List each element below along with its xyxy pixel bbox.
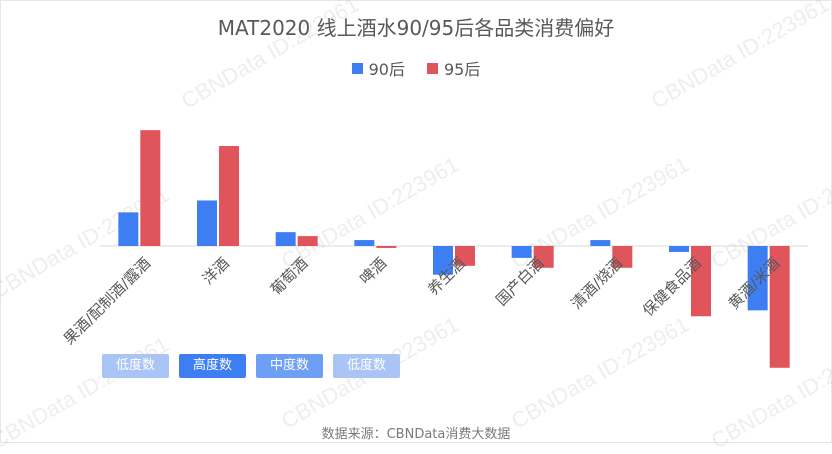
- bar-90-5: [511, 246, 532, 258]
- bar-95-7: [691, 246, 711, 317]
- filter-button-high[interactable]: 高度数: [179, 354, 246, 378]
- bar-95-0: [140, 130, 161, 246]
- bar-90-2: [275, 232, 296, 246]
- bar-plot: 果酒/配制酒/露酒 洋酒 葡萄酒 啤酒 养生酒 国产白酒 清酒/烧酒 保健食品酒 黄酒/米酒: [60, 130, 808, 368]
- category-label-2: 葡萄酒: [267, 254, 312, 299]
- bar-90-0: [118, 212, 139, 246]
- chart-title: MAT2020 线上酒水90/95后各品类消费偏好: [217, 16, 615, 40]
- filter-buttons: 低度数 高度数 中度数 低度数: [102, 354, 400, 378]
- source-note: 数据来源：CBNData消费大数据: [321, 427, 511, 442]
- bar-90-6: [590, 240, 611, 246]
- legend-item-90: 90后: [351, 56, 405, 80]
- bar-95-4: [455, 246, 475, 266]
- bar-90-1: [197, 200, 217, 246]
- legend-label-90: 90后: [368, 60, 405, 79]
- category-label-1: 洋酒: [199, 254, 233, 288]
- legend-label-95: 95后: [444, 60, 481, 79]
- legend-swatch-90: [351, 62, 363, 74]
- legend: 90后 95后: [0, 56, 832, 80]
- category-label-6: 清酒/烧酒: [567, 254, 626, 313]
- bar-95-2: [297, 236, 318, 246]
- bar-90-4: [433, 246, 453, 275]
- filter-button-medium[interactable]: 中度数: [256, 354, 323, 378]
- bar-95-8: [769, 246, 790, 368]
- bar-90-7: [669, 246, 689, 252]
- filter-button-low-2[interactable]: 低度数: [333, 354, 400, 378]
- bar-95-6: [612, 246, 633, 268]
- bar-95-5: [533, 246, 554, 268]
- bar-95-3: [376, 246, 397, 248]
- bar-95-1: [219, 146, 239, 246]
- filter-button-low-1[interactable]: 低度数: [102, 354, 169, 378]
- bar-90-8: [747, 246, 768, 311]
- category-label-3: 啤酒: [356, 254, 390, 288]
- category-label-0: 果酒/配制酒/露酒: [60, 254, 154, 348]
- legend-item-95: 95后: [427, 56, 480, 80]
- bar-90-3: [354, 240, 375, 246]
- category-label-5: 国产白酒: [492, 254, 547, 309]
- legend-swatch-95: [427, 62, 438, 74]
